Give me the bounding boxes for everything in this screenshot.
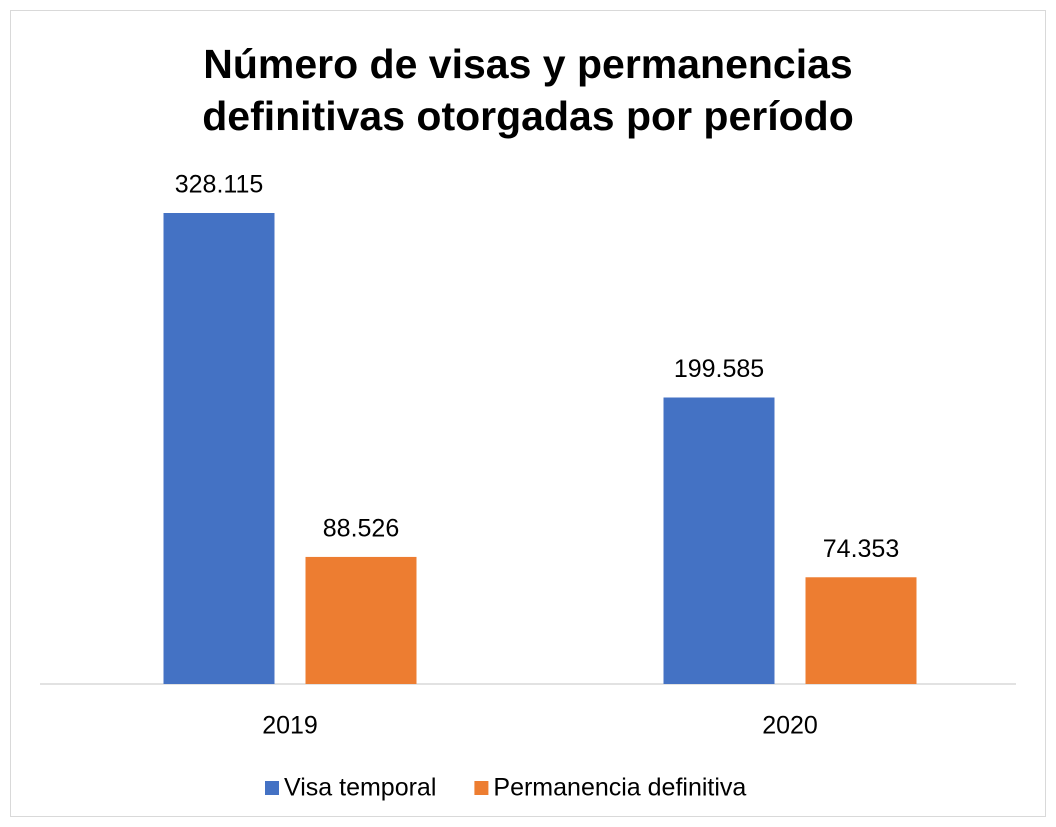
data-label: 74.353: [823, 535, 899, 563]
x-tick-label: 2019: [262, 712, 318, 740]
bar: [805, 577, 917, 684]
data-label: 88.526: [323, 515, 399, 543]
chart-title: Número de visas y permanencias definitiv…: [202, 41, 854, 139]
legend-label: Visa temporal: [284, 774, 436, 802]
legend-swatch: [265, 781, 279, 795]
data-label: 328.115: [175, 171, 264, 199]
x-tick-label: 2020: [762, 712, 818, 740]
bar: [663, 397, 775, 684]
bar: [305, 556, 417, 684]
data-label: 199.585: [674, 355, 764, 383]
legend-swatch: [474, 781, 489, 795]
legend-label: Permanencia definitiva: [493, 774, 746, 802]
bar: [163, 213, 275, 684]
